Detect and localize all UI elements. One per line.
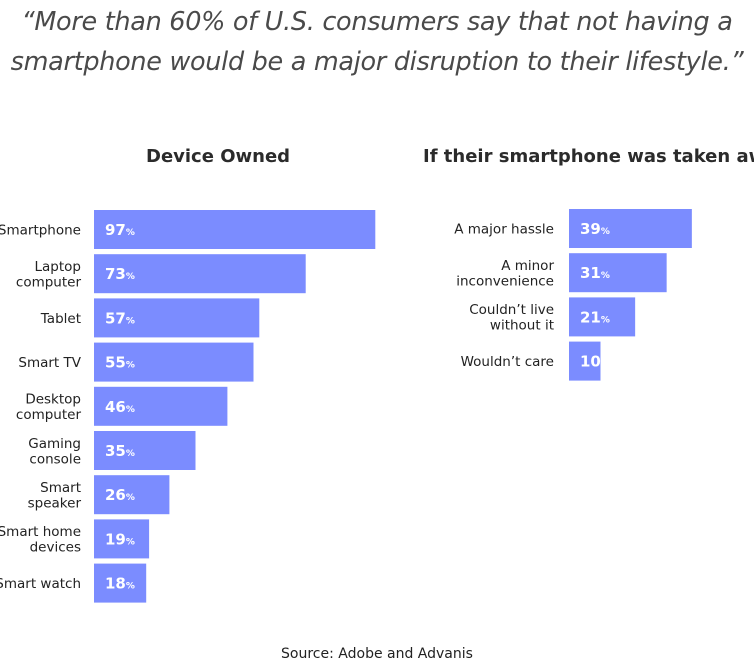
data-label-unit: % <box>126 537 135 547</box>
chart-title-device-owned: Device Owned <box>146 146 291 167</box>
category-label-line: Tablet <box>40 311 81 327</box>
data-label-unit: % <box>126 272 135 282</box>
data-label-unit: % <box>601 360 610 370</box>
category-label-0-7: Smart home devices <box>0 524 81 556</box>
category-label-line: Smart TV <box>18 355 81 371</box>
data-label-unit: % <box>126 582 135 592</box>
category-label-0-0: Smartphone <box>0 223 81 239</box>
category-label-0-6: Smart speaker <box>28 480 82 512</box>
category-label-line: devices <box>30 540 81 556</box>
bar-0-1 <box>94 254 306 294</box>
category-label-line: without it <box>490 318 554 334</box>
category-label-0-3: Smart TV <box>18 355 81 371</box>
category-label-line: Desktop <box>25 392 81 408</box>
category-label-line: console <box>29 451 81 467</box>
category-label-line: A minor <box>501 258 554 274</box>
category-label-line: computer <box>16 407 82 423</box>
chart-title-smartphone-taken-away: If their smartphone was taken away <box>423 146 754 167</box>
category-label-line: Couldn’t live <box>469 302 554 318</box>
bar-1-1 <box>569 253 667 293</box>
bar-0-6 <box>94 475 170 515</box>
quote-line-1: “More than 60% of U.S. consumers say tha… <box>21 7 733 37</box>
bar-0-7 <box>94 519 150 559</box>
bar-1-0 <box>569 209 692 248</box>
category-label-line: Laptop <box>35 259 82 275</box>
bar-0-0 <box>94 210 376 249</box>
bar-1-3 <box>569 341 601 381</box>
bar-0-2 <box>94 298 260 338</box>
data-label-unit: % <box>126 316 135 326</box>
bar-0-8 <box>94 563 147 603</box>
category-label-0-5: Gaming console <box>28 436 81 468</box>
quote-headline: “More than 60% of U.S. consumers say tha… <box>0 2 754 82</box>
category-label-1-0: A major hassle <box>454 222 554 238</box>
bar-0-4 <box>94 386 228 426</box>
category-label-line: Gaming <box>28 436 81 452</box>
source-note: Source: Adobe and Advanis <box>281 646 473 662</box>
data-label-unit: % <box>126 228 135 238</box>
category-label-line: Smart <box>40 480 81 496</box>
category-label-line: Smart watch <box>0 576 81 592</box>
category-label-0-8: Smart watch <box>0 576 81 592</box>
bar-0-5 <box>94 431 196 470</box>
bar-1-2 <box>569 297 636 337</box>
data-label-unit: % <box>601 227 610 237</box>
category-label-line: speaker <box>28 495 82 511</box>
data-label-1-3: 10% <box>580 353 610 371</box>
bar-0-3 <box>94 342 254 382</box>
data-label-unit: % <box>126 361 135 371</box>
quote-line-2: smartphone would be a major disruption t… <box>10 47 744 77</box>
category-label-0-2: Tablet <box>40 311 81 327</box>
data-label-unit: % <box>126 449 135 459</box>
category-label-line: A major hassle <box>454 222 554 238</box>
category-label-1-3: Wouldn’t care <box>461 354 554 370</box>
category-label-line: computer <box>16 274 82 290</box>
data-label-unit: % <box>601 315 610 325</box>
category-label-1-1: A minor inconvenience <box>456 258 554 290</box>
data-label-unit: % <box>126 405 135 415</box>
data-label-unit: % <box>601 271 610 281</box>
data-label-unit: % <box>126 493 135 503</box>
category-label-0-4: Desktop computer <box>16 392 82 424</box>
category-label-line: Wouldn’t care <box>461 354 554 370</box>
category-label-0-1: Laptop computer <box>16 259 82 291</box>
category-label-line: Smartphone <box>0 223 81 239</box>
category-label-line: Smart home <box>0 524 81 540</box>
category-label-line: inconvenience <box>456 273 554 289</box>
category-label-1-2: Couldn’t live without it <box>469 302 554 334</box>
